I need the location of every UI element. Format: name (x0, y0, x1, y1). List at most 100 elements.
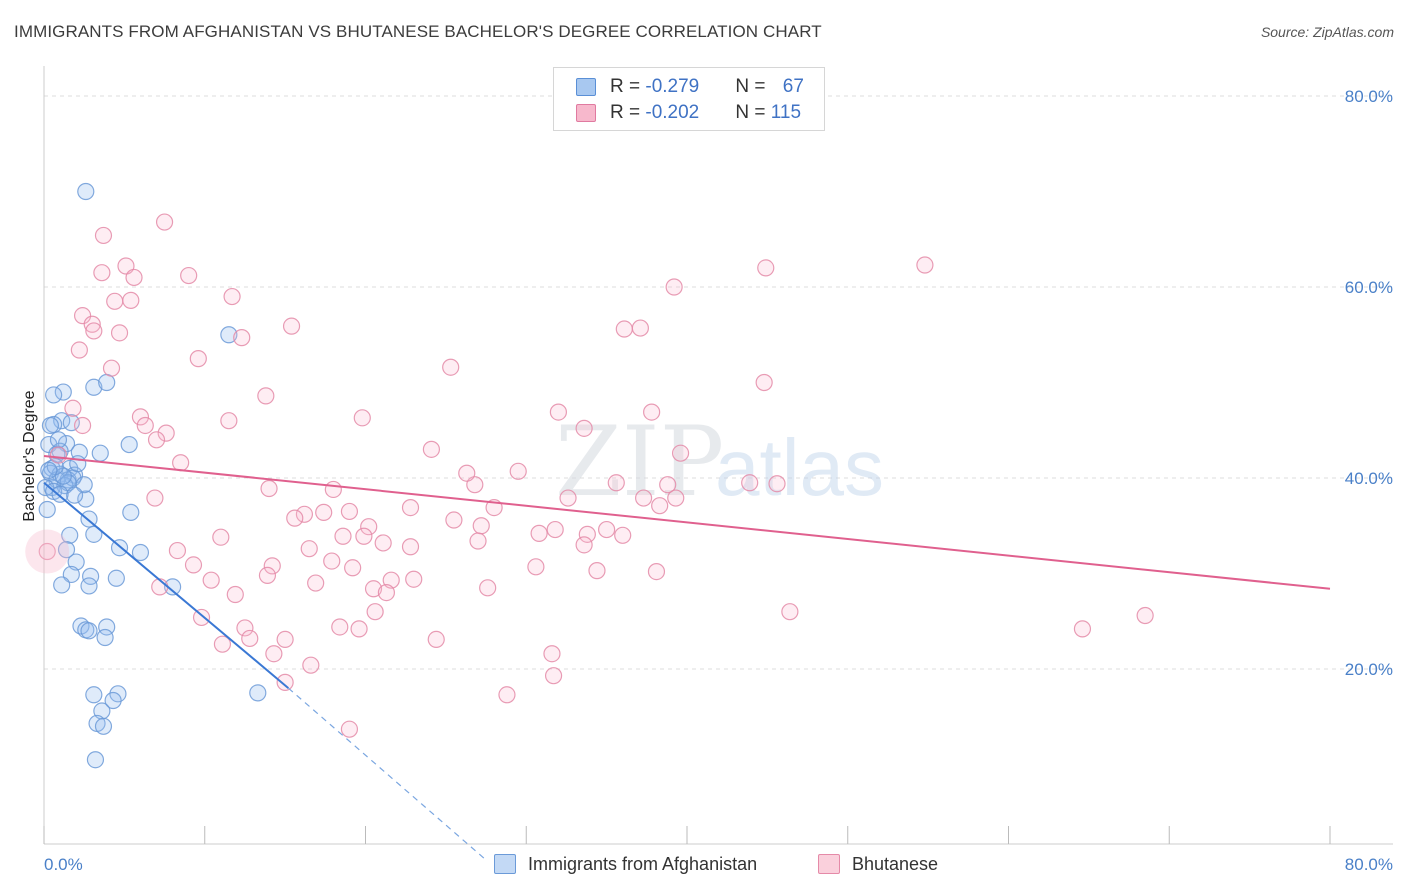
legend-r-value: -0.202 (645, 102, 700, 123)
point-bhutanese (258, 566, 277, 585)
point-bhutanese (315, 503, 333, 521)
point-bhutanese (498, 686, 516, 704)
point-bhutanese (643, 403, 661, 421)
point-bhutanese (220, 412, 238, 430)
point-bhutanese (344, 559, 362, 577)
point-bhutanese (147, 431, 166, 449)
point-bhutanese (445, 511, 463, 529)
point-bhutanese-large (25, 529, 70, 574)
point-afghanistan (85, 686, 103, 704)
bottom-legend-label: Bhutanese (852, 853, 939, 874)
trend-line-afghanistan-extension (287, 687, 487, 861)
point-bhutanese (189, 350, 207, 368)
point-bhutanese (233, 329, 251, 347)
point-bhutanese (781, 603, 799, 621)
point-bhutanese (472, 517, 490, 535)
point-bhutanese (374, 534, 392, 552)
point-bhutanese (83, 315, 101, 333)
legend-r-label: R = (610, 102, 646, 123)
point-afghanistan (62, 414, 80, 432)
watermark-atlas: atlas (715, 423, 884, 512)
trend-lines (43, 455, 1331, 861)
point-bhutanese (192, 608, 211, 627)
point-afghanistan (61, 526, 79, 544)
point-bhutanese (202, 571, 220, 589)
point-bhutanese (257, 387, 275, 405)
point-bhutanese (184, 556, 203, 574)
point-bhutanese (665, 278, 683, 296)
point-bhutanese (741, 474, 759, 492)
point-bhutanese (427, 630, 445, 648)
point-bhutanese (265, 645, 283, 663)
point-bhutanese (401, 499, 420, 517)
y-tick-label: 80.0% (1345, 87, 1393, 106)
point-afghanistan (53, 576, 71, 594)
point-bhutanese (544, 667, 563, 685)
point-afghanistan (62, 565, 80, 584)
point-bhutanese (180, 266, 198, 285)
grid (44, 95, 1393, 670)
point-bhutanese (136, 416, 154, 435)
point-bhutanese (667, 489, 685, 507)
point-bhutanese (530, 524, 548, 542)
legend-swatch-afghanistan (576, 78, 596, 96)
point-bhutanese (334, 527, 352, 545)
point-bhutanese (260, 479, 278, 498)
point-bhutanese (236, 619, 254, 637)
point-bhutanese (172, 454, 190, 472)
point-bhutanese (300, 540, 318, 558)
chart-title: IMMIGRANTS FROM AFGHANISTAN VS BHUTANESE… (14, 22, 822, 41)
point-bhutanese (93, 264, 111, 282)
point-bhutanese (102, 359, 121, 377)
point-bhutanese (223, 287, 241, 306)
point-afghanistan (85, 378, 103, 396)
point-bhutanese (1136, 606, 1154, 625)
point-bhutanese (122, 291, 140, 309)
point-bhutanese (213, 635, 232, 653)
point-bhutanese (401, 538, 420, 556)
legend-row-bhutanese: R = -0.202 N = 115 (576, 101, 801, 125)
point-bhutanese (307, 574, 325, 592)
point-bhutanese (276, 673, 294, 691)
point-bhutanese (131, 408, 150, 426)
bottom-legend-swatch-afghanistan (494, 854, 516, 874)
point-bhutanese (155, 213, 174, 231)
point-bhutanese (651, 497, 669, 515)
point-bhutanese (634, 489, 653, 507)
point-afghanistan (49, 431, 68, 449)
legend-swatch-bhutanese (576, 104, 596, 122)
point-bhutanese (509, 462, 527, 480)
point-bhutanese (364, 580, 383, 598)
point-bhutanese (340, 720, 359, 738)
point-bhutanese (757, 259, 775, 277)
trend-line-afghanistan (43, 482, 289, 689)
bottom-legend-swatch-bhutanese (818, 854, 840, 874)
point-afghanistan (220, 326, 238, 344)
axes: 20.0% 40.0% 60.0% 80.0% 0.0% 80.0% (43, 66, 1393, 874)
point-bhutanese (282, 317, 301, 335)
point-afghanistan (77, 182, 95, 201)
point-bhutanese (479, 579, 497, 597)
point-afghanistan (107, 569, 125, 587)
point-afghanistan (80, 622, 98, 640)
point-bhutanese (588, 562, 606, 580)
legend-row-afghanistan: R = -0.279 N = 67 (576, 75, 804, 99)
point-afghanistan (85, 525, 103, 543)
point-afghanistan (75, 476, 93, 494)
point-bhutanese (331, 618, 349, 636)
point-bhutanese (110, 324, 129, 342)
y-tick-label: 60.0% (1345, 278, 1393, 297)
point-afghanistan (65, 486, 84, 504)
point-bhutanese (168, 541, 187, 560)
point-afghanistan (94, 717, 113, 735)
point-bhutanese (146, 489, 164, 507)
point-afghanistan (249, 684, 267, 702)
point-bhutanese (350, 620, 368, 638)
bottom-legend-afghanistan: Immigrants from Afghanistan (494, 852, 757, 876)
point-bhutanese (405, 570, 423, 588)
stats-legend: R = -0.279 N = 67 R = -0.202 N = 115 (553, 67, 825, 131)
point-afghanistan (122, 503, 140, 521)
point-bhutanese (360, 518, 378, 536)
point-bhutanese (73, 307, 92, 325)
